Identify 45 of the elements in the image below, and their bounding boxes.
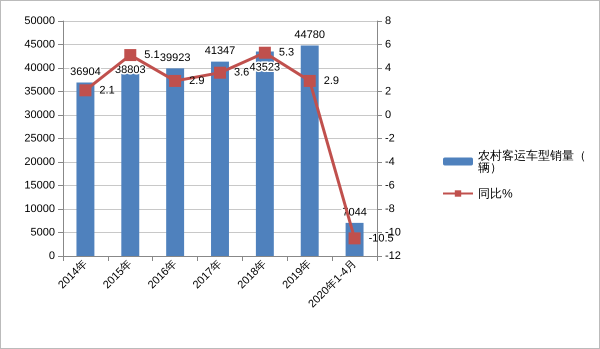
y2-tick-label: -2 — [385, 132, 395, 144]
point — [169, 74, 182, 87]
y2-tick-label: -6 — [385, 180, 395, 192]
y-tick-label: 25000 — [24, 132, 55, 144]
data-label: 39923 — [160, 52, 190, 64]
y-tick-label: 40000 — [24, 62, 55, 74]
data-label: 5.1 — [144, 49, 160, 62]
y2-tick-label: 2 — [385, 86, 392, 98]
y2-tick-label: 4 — [385, 62, 392, 74]
legend-label: 农村客运车型销量（辆） — [478, 148, 586, 174]
data-label: 2.9 — [324, 74, 340, 87]
y-tick-label: 5000 — [30, 226, 55, 238]
y2-tick-label: 0 — [385, 109, 392, 121]
bar — [211, 62, 229, 256]
y-tick-label: 50000 — [24, 15, 55, 27]
y-tick-label: 15000 — [24, 180, 55, 192]
data-label: 36904 — [70, 66, 101, 78]
y2-tick-label: -8 — [385, 203, 395, 215]
data-label: 38803 — [114, 64, 146, 76]
y2-tick-label: 6 — [385, 38, 392, 50]
y2-tick-label: -4 — [385, 156, 395, 168]
bar — [76, 82, 94, 256]
y-tick-label: 10000 — [24, 203, 55, 215]
data-label: 5.3 — [278, 46, 294, 59]
point — [79, 84, 92, 96]
point — [304, 74, 316, 87]
y2-tick-label: -12 — [385, 250, 401, 262]
point — [214, 66, 226, 79]
data-label: 2.9 — [189, 74, 204, 87]
data-label: 3.6 — [234, 66, 250, 79]
data-label: 41347 — [204, 45, 236, 58]
y-tick-label: 35000 — [24, 86, 55, 98]
y-tick-label: 20000 — [24, 156, 55, 168]
y-tick-label: 30000 — [24, 109, 55, 121]
point — [258, 46, 271, 59]
y-tick-label: 0 — [48, 250, 55, 262]
legend-label: 同比% — [478, 186, 513, 200]
bar — [121, 74, 140, 256]
point — [124, 49, 136, 62]
bar — [166, 68, 184, 256]
y-tick-label: 45000 — [24, 38, 55, 50]
bar — [300, 46, 319, 256]
y2-tick-label: 8 — [385, 15, 392, 27]
data-label: 2.1 — [99, 84, 115, 96]
data-label: 44780 — [294, 29, 326, 42]
